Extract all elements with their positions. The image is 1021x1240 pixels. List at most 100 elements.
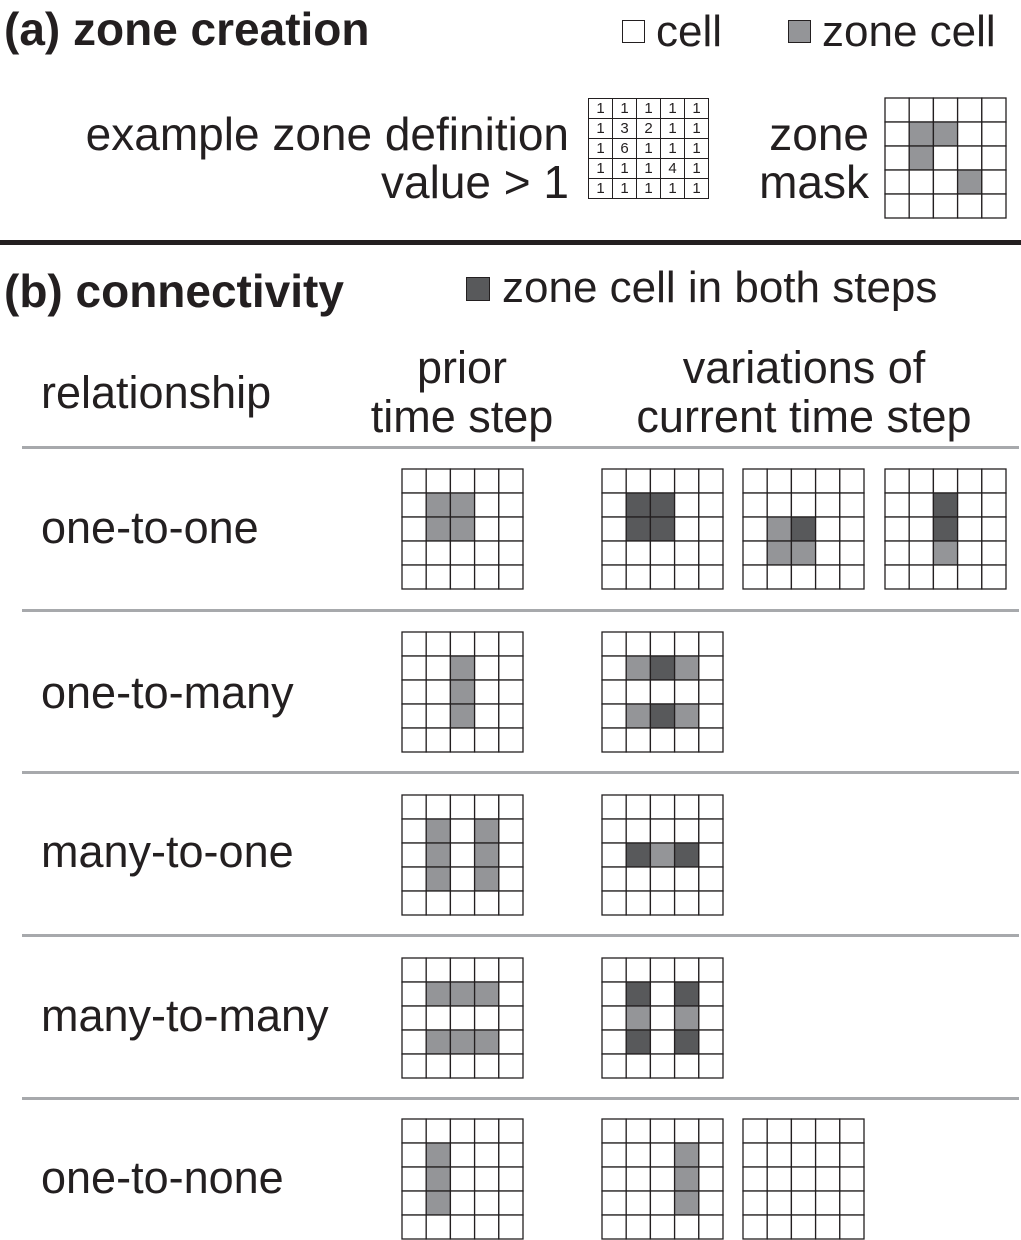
grid-cell [956, 193, 983, 219]
zone-cell [425, 866, 452, 892]
grid-cell [425, 1005, 452, 1031]
section-a-title: (a) zone creation [4, 3, 370, 55]
legend-zone-cell-both-swatch [466, 277, 490, 301]
grid-cell [401, 842, 427, 868]
grid-cell [601, 890, 627, 916]
example-line-1: example zone definition [85, 108, 569, 160]
grid-cell [981, 97, 1007, 123]
definition-cell: 1 [636, 178, 661, 199]
grid-cell [698, 1053, 724, 1079]
grid-cell [449, 1053, 476, 1079]
grid-cell [673, 679, 700, 705]
grid-cell [473, 1118, 500, 1144]
definition-cell: 1 [588, 178, 613, 199]
grid-cell [742, 1166, 768, 1192]
grid-cell [673, 1053, 700, 1079]
grid-cell [625, 1190, 652, 1216]
grid-cell [401, 1053, 427, 1079]
grid-cell [908, 97, 935, 123]
grid-cell [401, 1190, 427, 1216]
definition-cell: 1 [612, 98, 637, 119]
grid-cell [473, 727, 500, 753]
grid-cell [401, 957, 427, 983]
prior-grid-one-to-many [401, 631, 524, 753]
current-grid-one-to-one-2 [742, 468, 865, 590]
row-divider [22, 934, 1019, 937]
grid-cell [473, 794, 500, 820]
zone-cell-both-steps [932, 516, 959, 542]
example-line-2: value > 1 [381, 156, 569, 209]
grid-cell [698, 818, 724, 844]
grid-cell [908, 193, 935, 219]
zone-mask-grid [884, 97, 1007, 219]
grid-cell [649, 1142, 676, 1168]
grid-cell [601, 564, 627, 590]
grid-cell [601, 818, 627, 844]
grid-cell [473, 1166, 500, 1192]
grid-cell [601, 516, 627, 542]
grid-cell [473, 655, 500, 681]
grid-cell [698, 794, 724, 820]
grid-cell [814, 1142, 841, 1168]
grid-cell [498, 492, 524, 518]
grid-cell [839, 1190, 865, 1216]
grid-cell [401, 981, 427, 1007]
grid-cell [401, 540, 427, 566]
grid-cell [649, 1029, 676, 1055]
grid-cell [425, 703, 452, 729]
grid-cell [839, 492, 865, 518]
grid-cell [932, 169, 959, 195]
zone-cell [908, 145, 935, 171]
legend-cell-label: cell [656, 7, 723, 56]
zone-cell [766, 540, 793, 566]
row-divider [22, 771, 1019, 774]
grid-cell [473, 468, 500, 494]
grid-cell [601, 679, 627, 705]
grid-cell [601, 1142, 627, 1168]
grid-cell [625, 1053, 652, 1079]
grid-cell [649, 468, 676, 494]
grid-cell [698, 842, 724, 868]
grid-cell [649, 727, 676, 753]
definition-cell: 4 [660, 158, 685, 179]
zone-cell-both-steps [649, 703, 676, 729]
grid-cell [601, 1029, 627, 1055]
grid-cell [401, 1029, 427, 1055]
section-b-title: (b) connectivity [4, 265, 344, 317]
zone-cell-both-steps [673, 981, 700, 1007]
grid-cell [673, 631, 700, 657]
grid-cell [766, 564, 793, 590]
prior-line-1: prior [416, 342, 508, 393]
grid-cell [601, 540, 627, 566]
grid-cell [932, 97, 959, 123]
grid-cell [814, 516, 841, 542]
grid-cell [814, 1166, 841, 1192]
grid-cell [401, 564, 427, 590]
grid-cell [498, 727, 524, 753]
definition-cell: 1 [636, 158, 661, 179]
grid-cell [932, 468, 959, 494]
grid-cell [473, 679, 500, 705]
current-line-2: current time step [636, 390, 972, 442]
grid-cell [401, 703, 427, 729]
grid-cell [473, 957, 500, 983]
grid-cell [698, 540, 724, 566]
grid-cell [649, 631, 676, 657]
zone-cell [449, 1029, 476, 1055]
relationship-label-many-to-many: many-to-many [41, 990, 329, 1041]
grid-cell [981, 169, 1007, 195]
grid-cell [625, 679, 652, 705]
zone-cell [673, 1190, 700, 1216]
prior-grid-one-to-one [401, 468, 524, 590]
grid-cell [698, 516, 724, 542]
grid-cell [449, 842, 476, 868]
zone-cell [766, 516, 793, 542]
relationship-label-one-to-one: one-to-one [41, 502, 259, 553]
definition-cell: 1 [612, 158, 637, 179]
grid-cell [401, 631, 427, 657]
grid-cell [625, 866, 652, 892]
grid-cell [956, 97, 983, 123]
zone-cell [425, 516, 452, 542]
grid-cell [698, 631, 724, 657]
grid-cell [449, 727, 476, 753]
